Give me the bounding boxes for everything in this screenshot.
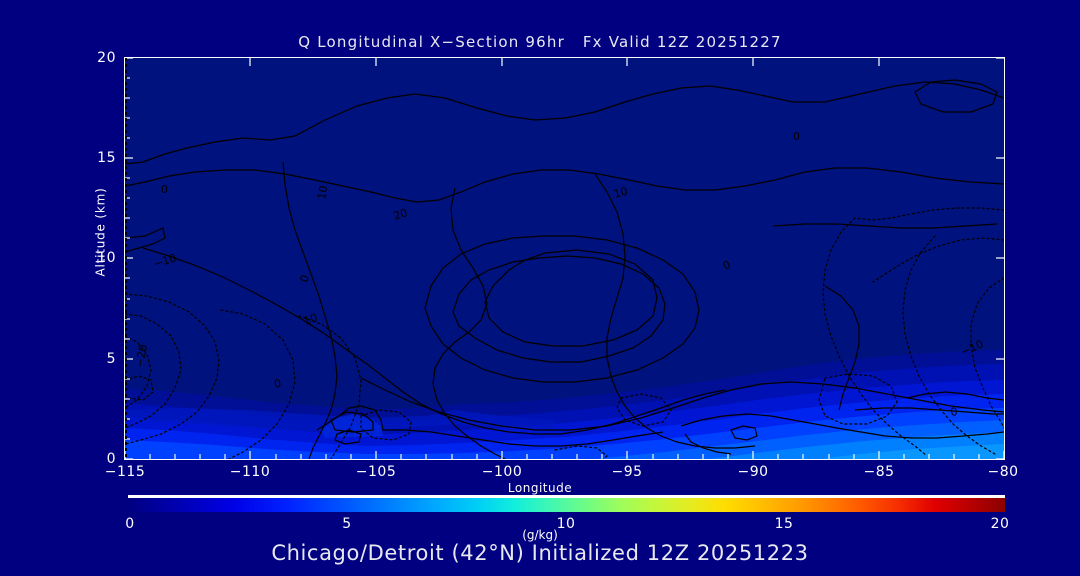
colorbar-tick-label: 5 bbox=[342, 516, 352, 532]
figure-caption: Chicago/Detroit (42°N) Initialized 12Z 2… bbox=[271, 541, 809, 565]
contour-label: 0 bbox=[297, 273, 312, 284]
contour-label: 10 bbox=[315, 184, 330, 200]
x-tick-label: −100 bbox=[481, 464, 523, 480]
y-tick-label: 15 bbox=[97, 150, 116, 166]
plot-area[interactable]: 0 0 10 20 10 0 −10 −20 0 0 −10 0 10 bbox=[124, 57, 1005, 460]
contour-label: 10 bbox=[612, 185, 629, 201]
x-tick-label: −105 bbox=[355, 464, 397, 480]
contour-label: 0 bbox=[793, 130, 800, 143]
colorbar[interactable] bbox=[128, 495, 1005, 512]
y-tick-label: 0 bbox=[106, 451, 116, 467]
x-tick-label: −90 bbox=[737, 464, 769, 480]
y-tick-label: 20 bbox=[97, 50, 116, 66]
colorbar-tick-label: 15 bbox=[774, 516, 794, 532]
colorbar-tick-label: 20 bbox=[990, 516, 1010, 532]
colorbar-unit-label: (g/kg) bbox=[522, 528, 558, 542]
x-tick-label: −95 bbox=[611, 464, 643, 480]
x-tick-label: −85 bbox=[863, 464, 895, 480]
figure-title: Q Longitudinal X−Section 96hr Fx Valid 1… bbox=[298, 33, 782, 51]
y-tick-label: 10 bbox=[97, 250, 116, 266]
contour-label: 0 bbox=[950, 405, 959, 419]
y-axis-title: Altitude (km) bbox=[93, 187, 108, 277]
contour-label: 0 bbox=[721, 258, 733, 273]
colorbar-top-rule bbox=[128, 495, 1005, 498]
contour-label: 20 bbox=[392, 206, 409, 223]
axis-ticks bbox=[125, 58, 1004, 459]
contour-label: 0 bbox=[161, 183, 168, 196]
cross-section-plot: 0 0 10 20 10 0 −10 −20 0 0 −10 0 10 bbox=[125, 58, 1004, 459]
contour-label: −20 bbox=[133, 343, 150, 368]
y-tick-label: 5 bbox=[106, 351, 116, 367]
contour-label: 0 bbox=[273, 377, 283, 391]
x-axis-title: Longitude bbox=[507, 481, 573, 495]
colorbar-tick-label: 0 bbox=[125, 516, 135, 532]
x-tick-label: −110 bbox=[229, 464, 271, 480]
contour-label: 10 bbox=[302, 311, 319, 328]
colorbar-tick-label: 10 bbox=[556, 516, 576, 532]
x-tick-label: −115 bbox=[104, 464, 146, 480]
colorbar-gradient bbox=[128, 498, 1005, 512]
x-tick-label: −80 bbox=[987, 464, 1019, 480]
